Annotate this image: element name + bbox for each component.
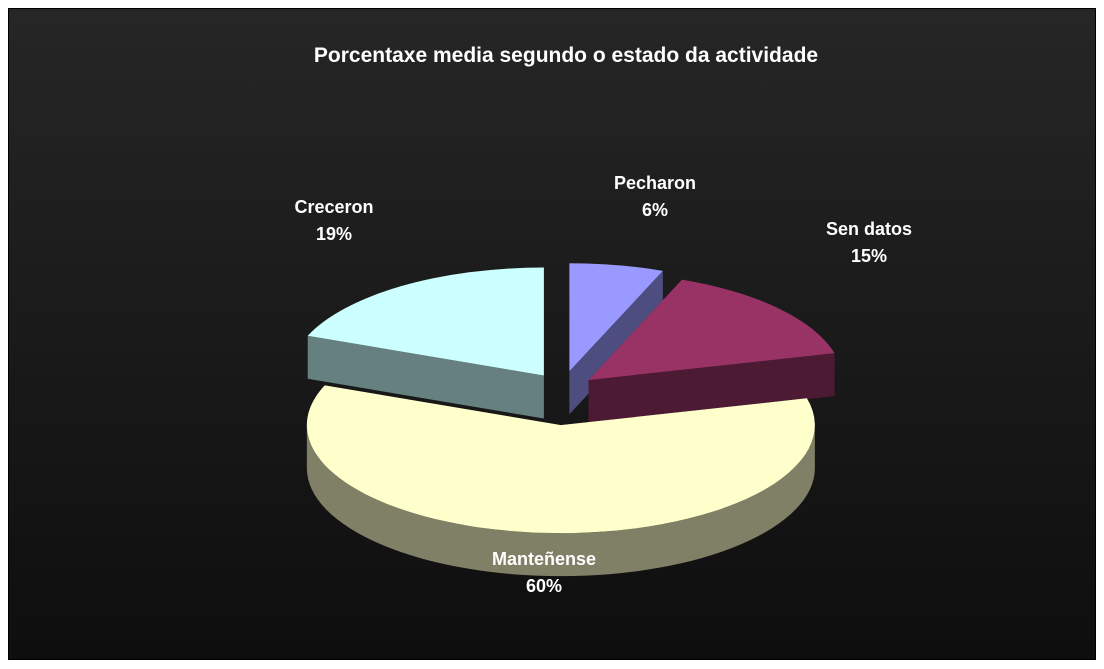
- pie-slice-manteñense: [306, 385, 815, 577]
- slice-label-name: Manteñense: [492, 549, 596, 569]
- slice-label-value: 60%: [526, 576, 562, 596]
- slice-label-value: 6%: [642, 200, 668, 220]
- chart-area: Porcentaxe media segundo o estado da act…: [8, 8, 1096, 660]
- pie-slice-creceron: [307, 267, 544, 419]
- chart-title: Porcentaxe media segundo o estado da act…: [314, 44, 818, 67]
- slice-label-name: Pecharon: [614, 173, 696, 193]
- slice-label-value: 19%: [316, 224, 352, 244]
- pie-slice-top: [569, 263, 663, 372]
- pie-slice-side-wall: [307, 335, 544, 419]
- pie-slice-top: [588, 279, 835, 381]
- pie-slice-rim: [306, 425, 815, 577]
- pie-slice-side-wall: [588, 353, 835, 424]
- pie-slice-top: [307, 267, 544, 376]
- pie-chart: Porcentaxe media segundo o estado da act…: [294, 44, 912, 596]
- pie-slice-sen-datos: [588, 279, 835, 424]
- slice-label-value: 15%: [851, 246, 887, 266]
- pie-slice-top: [306, 385, 815, 534]
- slice-label-name: Sen datos: [826, 219, 912, 239]
- slice-label-name: Creceron: [294, 197, 373, 217]
